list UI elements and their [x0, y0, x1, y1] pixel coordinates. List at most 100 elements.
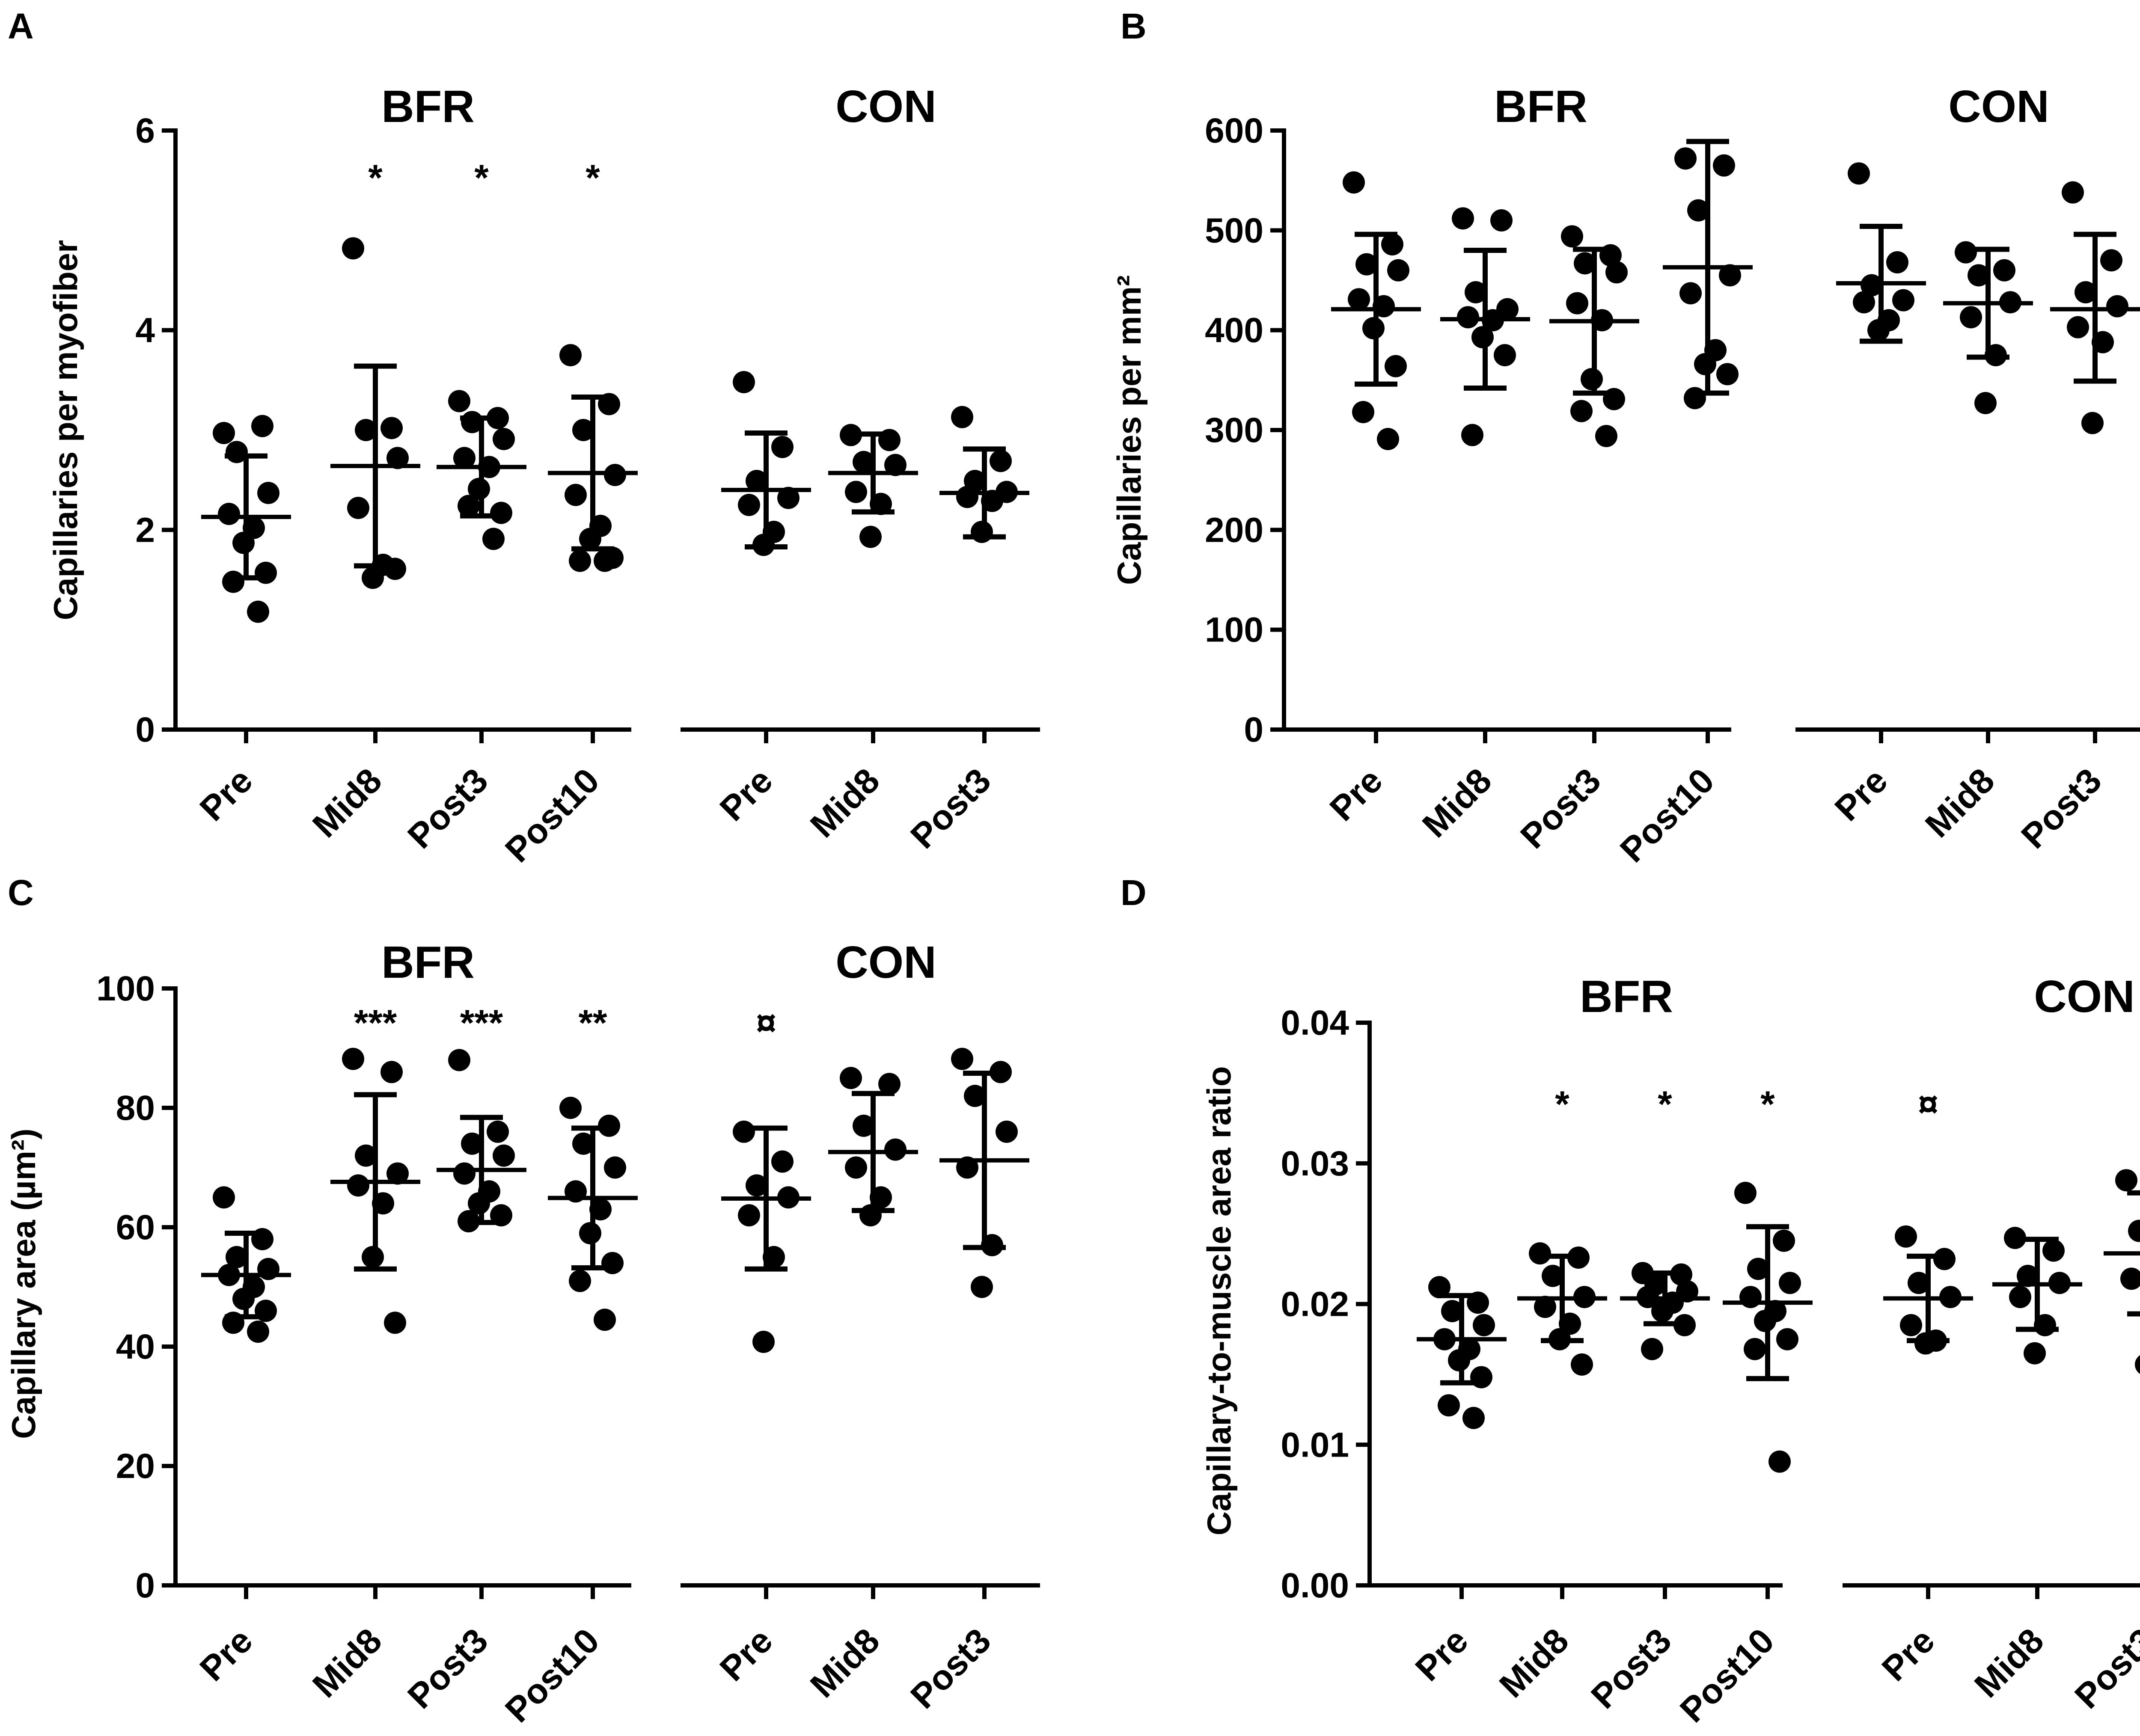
data-point [1343, 171, 1365, 194]
data-point [594, 549, 616, 572]
data-point [1908, 1272, 1930, 1294]
data-point [1744, 1338, 1766, 1360]
data-point [2081, 412, 2104, 434]
y-tick-label: 600 [1205, 111, 1263, 150]
data-point [569, 1270, 591, 1292]
data-point [2042, 1239, 2065, 1262]
data-point [386, 1162, 409, 1185]
y-tick-label: 40 [116, 1327, 155, 1366]
y-tick-label: 0 [1244, 710, 1263, 749]
group-label-bfr: BFR [1580, 971, 1673, 1022]
data-point [342, 1048, 364, 1070]
data-point [733, 1120, 755, 1143]
data-point [884, 1138, 907, 1161]
data-point [347, 1174, 369, 1197]
data-point [453, 1162, 476, 1185]
data-point [2135, 1355, 2140, 1374]
data-point [213, 1186, 235, 1209]
data-point [1605, 261, 1628, 284]
data-point [1355, 253, 1378, 276]
group-label-con: CON [835, 81, 936, 132]
data-point [2120, 1267, 2140, 1290]
data-point [1960, 306, 1982, 329]
data-point [859, 525, 882, 548]
data-point [733, 371, 755, 393]
data-point [247, 600, 269, 623]
data-point [1974, 392, 1997, 414]
data-point [840, 1067, 862, 1089]
data-point [2075, 281, 2097, 303]
data-point [1684, 387, 1706, 410]
y-tick-label: 80 [116, 1089, 155, 1128]
data-point [559, 1097, 582, 1119]
data-point [840, 424, 862, 446]
data-point [2128, 1220, 2140, 1242]
data-point [347, 497, 369, 519]
group-label-bfr: BFR [381, 81, 475, 132]
data-point [461, 1132, 483, 1155]
data-point [951, 406, 973, 428]
panel-letter: A [8, 6, 34, 46]
data-point [1387, 259, 1409, 282]
y-tick-label: 500 [1205, 211, 1263, 250]
data-point [1465, 281, 1487, 303]
data-point [226, 1246, 248, 1268]
significance-label: *** [460, 1003, 503, 1044]
data-point [1461, 424, 1483, 446]
data-point [1595, 425, 1617, 447]
y-tick-label: 0.01 [1281, 1425, 1349, 1464]
data-point [1571, 1353, 1593, 1376]
data-point [2024, 1342, 2046, 1365]
y-tick-label: 20 [116, 1447, 155, 1486]
significance-label: ¤ [756, 1003, 776, 1044]
significance-label: * [474, 157, 489, 199]
data-point [1895, 1225, 1917, 1248]
data-point [738, 1204, 760, 1227]
data-point [1490, 209, 1513, 231]
data-point [752, 1330, 775, 1353]
data-point [853, 451, 875, 473]
data-point [1779, 1272, 1801, 1294]
data-point [2009, 1286, 2031, 1309]
y-tick-label: 100 [1205, 611, 1263, 650]
data-point [845, 481, 867, 503]
data-point [1768, 1450, 1791, 1473]
panel-letter: B [1121, 6, 1147, 46]
y-axis-title: Capillary area (µm²) [5, 1128, 42, 1439]
data-point [384, 558, 406, 580]
y-tick-label: 2 [135, 510, 155, 549]
data-point [853, 1114, 875, 1137]
data-point [1719, 264, 1741, 287]
data-point [1381, 233, 1403, 255]
y-tick-label: 200 [1205, 510, 1263, 549]
data-point [1773, 1229, 1795, 1252]
data-point [1462, 1407, 1485, 1429]
group-label-con: CON [1948, 81, 2049, 132]
data-point [2100, 249, 2122, 272]
data-point [2062, 181, 2084, 204]
significance-label: * [1658, 1084, 1672, 1125]
data-point [2067, 316, 2089, 338]
data-point [355, 419, 377, 441]
data-point [2004, 1226, 2026, 1249]
data-point [777, 487, 800, 509]
data-point [1853, 291, 1875, 314]
significance-label: *** [354, 1003, 397, 1044]
data-point [342, 237, 364, 260]
data-point [996, 1120, 1018, 1143]
group-label-con: CON [835, 937, 936, 988]
y-axis-title: Capillary-to-muscle area ratio [1200, 1066, 1238, 1536]
data-point [2115, 1169, 2137, 1192]
data-point [493, 1144, 515, 1167]
data-point [569, 549, 591, 572]
data-point [482, 528, 505, 550]
y-tick-label: 400 [1205, 311, 1263, 350]
data-point [1739, 1286, 1762, 1309]
data-point [964, 1085, 986, 1107]
data-point [1574, 252, 1596, 275]
y-axis-title: Capillaries per mm² [1110, 275, 1148, 585]
significance-label: * [368, 157, 383, 199]
data-point [247, 1321, 269, 1343]
significance-label: * [1555, 1084, 1569, 1125]
